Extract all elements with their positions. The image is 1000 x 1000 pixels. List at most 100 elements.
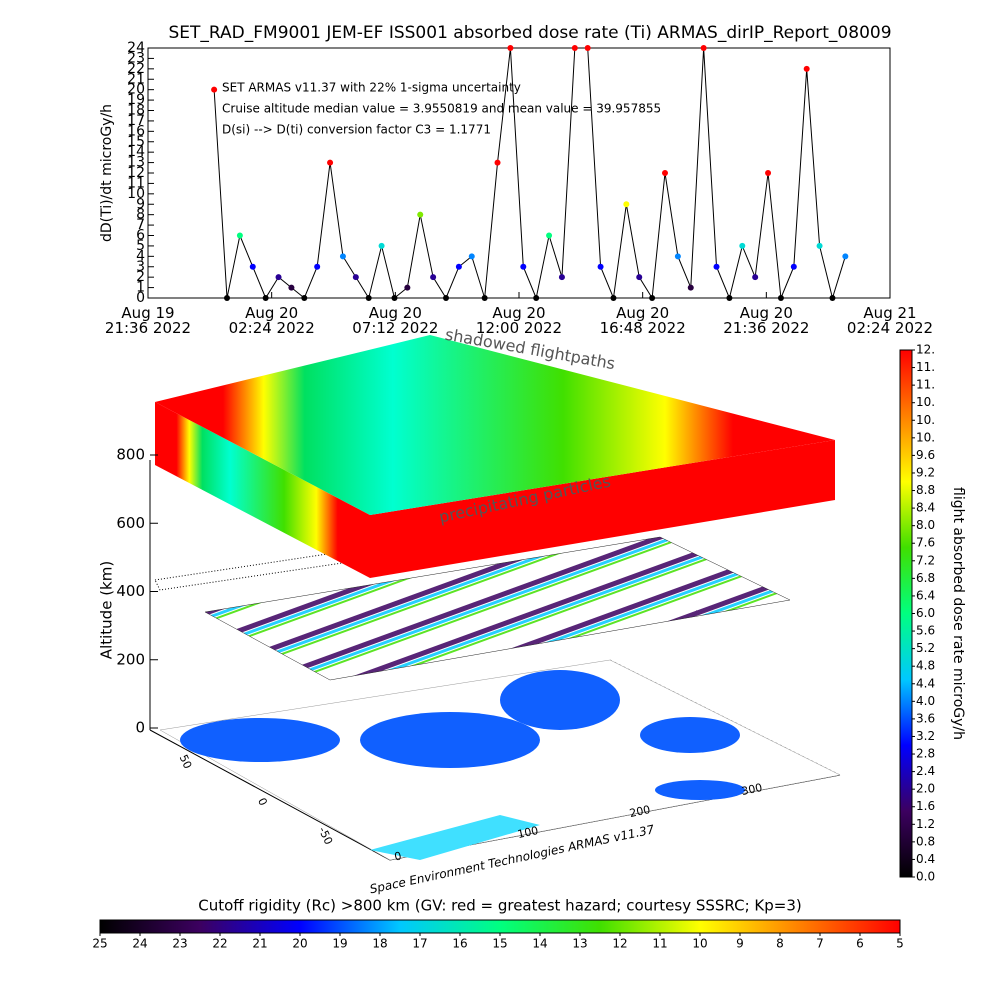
- colorbar-tick-label: 6: [856, 937, 864, 951]
- slab-top: [155, 335, 835, 515]
- data-point: [816, 242, 823, 249]
- y-tick-label: 23: [127, 50, 145, 66]
- data-point: [417, 211, 424, 218]
- colorbar-tick-label: 10: [692, 937, 707, 951]
- data-point: [674, 253, 681, 260]
- y-tick-label: 22: [127, 61, 145, 77]
- y-tick-label: 21: [127, 71, 145, 87]
- colorbar-tick-label: 2.0: [916, 782, 935, 796]
- colorbar-tick-label: 3.6: [916, 711, 935, 725]
- data-point: [777, 295, 784, 301]
- data-point: [533, 295, 540, 301]
- colorbar-tick-label: 5.2: [916, 641, 935, 655]
- lon-tick-label: 100: [516, 824, 539, 841]
- colorbar-tick-label: 22: [212, 937, 227, 951]
- colorbar-tick-label: 10.: [916, 430, 935, 444]
- colorbar: [99, 919, 901, 934]
- scene-3d: [149, 335, 841, 861]
- y-tick-label: 12: [127, 165, 145, 181]
- data-point: [211, 86, 218, 93]
- x-tick-label: Aug 20 07:12 2022: [352, 304, 439, 337]
- data-point: [314, 263, 321, 270]
- colorbar-tick-label: 0.8: [916, 834, 935, 848]
- colorbar-label: Cutoff rigidity (Rc) >800 km (GV: red = …: [198, 897, 801, 915]
- data-point: [249, 263, 256, 270]
- colorbar-tick-label: 6.8: [916, 571, 935, 585]
- slab-front-left: [155, 402, 370, 578]
- data-point: [494, 159, 501, 166]
- slab-front-right: [370, 440, 835, 578]
- data-point: [649, 295, 656, 301]
- data-point: [558, 274, 565, 281]
- flight-plane: [204, 536, 791, 681]
- colorbar-tick-label: 10.: [916, 395, 935, 409]
- data-point: [365, 295, 372, 301]
- colorbar-tick-label: 14: [532, 937, 547, 951]
- y-tick-label: 6: [136, 228, 145, 244]
- colorbar-tick-label: 8.4: [916, 501, 935, 515]
- data-point: [301, 295, 308, 301]
- y-tick-label: 19: [127, 92, 145, 108]
- data-point: [455, 263, 462, 270]
- data-point: [275, 274, 282, 281]
- antarctica: [370, 815, 540, 860]
- colorbar-tick-label: 17: [412, 937, 427, 951]
- annotation: D(si) --> D(ti) conversion factor C3 = 1…: [222, 123, 491, 137]
- colorbar-tick-label: 12.: [916, 343, 935, 357]
- data-point: [571, 45, 578, 51]
- colorbar-tick-label: 9.6: [916, 448, 935, 462]
- colorbar-tick-label: 24: [132, 937, 147, 951]
- y-tick-label: 11: [127, 175, 145, 191]
- colorbar-tick-label: 1.6: [916, 799, 935, 813]
- colorbar-tick-label: 19: [332, 937, 347, 951]
- data-point: [481, 295, 488, 301]
- data-point: [339, 253, 346, 260]
- x-tick-label: Aug 20 21:36 2022: [723, 304, 810, 337]
- z-tick-label: 800: [116, 446, 145, 464]
- z-tick-label: 0: [135, 719, 145, 737]
- colorbar-label: flight absorbed dose rate microGy/h: [950, 487, 966, 740]
- colorbar-tick-label: 18: [372, 937, 387, 951]
- lon-tick-label: 200: [628, 803, 651, 820]
- annotation: SET ARMAS v11.37 with 22% 1-sigma uncert…: [222, 81, 521, 95]
- colorbar-tick-label: 15: [492, 937, 507, 951]
- x-tick-label: Aug 20 12:00 2022: [475, 304, 563, 337]
- colorbar-tick-label: 23: [172, 937, 187, 951]
- y-tick-label: 24: [127, 40, 145, 56]
- colorbar-tick-label: 6.0: [916, 606, 935, 620]
- y-tick-label: 0: [136, 290, 145, 306]
- lon-tick-label: 0: [393, 849, 403, 863]
- colorbar-tick-label: 4.4: [916, 676, 935, 690]
- data-point: [610, 295, 617, 301]
- colorbar-tick-label: 4.8: [916, 659, 935, 673]
- colorbar-tick-label: 4.0: [916, 694, 935, 708]
- data-point: [443, 295, 450, 301]
- colorbar-tick-label: 20: [292, 937, 307, 951]
- lon-tick-label: 300: [740, 781, 763, 798]
- data-point: [468, 253, 475, 260]
- annotation: Cruise altitude median value = 3.9550819…: [222, 102, 661, 116]
- data-point: [430, 274, 437, 281]
- colorbar-tick-label: 11.: [916, 360, 935, 374]
- y-tick-label: 17: [127, 113, 145, 129]
- data-point: [739, 242, 746, 249]
- colorbar-tick-label: 12: [612, 937, 627, 951]
- data-point: [687, 284, 694, 291]
- x-tick-label: Aug 20 16:48 2022: [599, 304, 686, 337]
- x-tick-label: Aug 21 02:24 2022: [846, 304, 934, 337]
- colorbar-tick-label: 1.2: [916, 817, 935, 831]
- data-point: [842, 253, 849, 260]
- data-point: [546, 232, 553, 239]
- lat-tick-label: 0: [255, 796, 270, 808]
- colorbar-tick-label: 2.8: [916, 747, 935, 761]
- z-tick-label: 200: [116, 650, 145, 668]
- colorbar-tick-label: 13: [572, 937, 587, 951]
- series-line: [213, 47, 846, 300]
- y-tick-label: 4: [136, 248, 145, 264]
- data-point: [224, 295, 231, 301]
- y-tick-label: 9: [136, 196, 145, 212]
- colorbar-tick-label: 7.6: [916, 536, 935, 550]
- continents: [180, 670, 745, 800]
